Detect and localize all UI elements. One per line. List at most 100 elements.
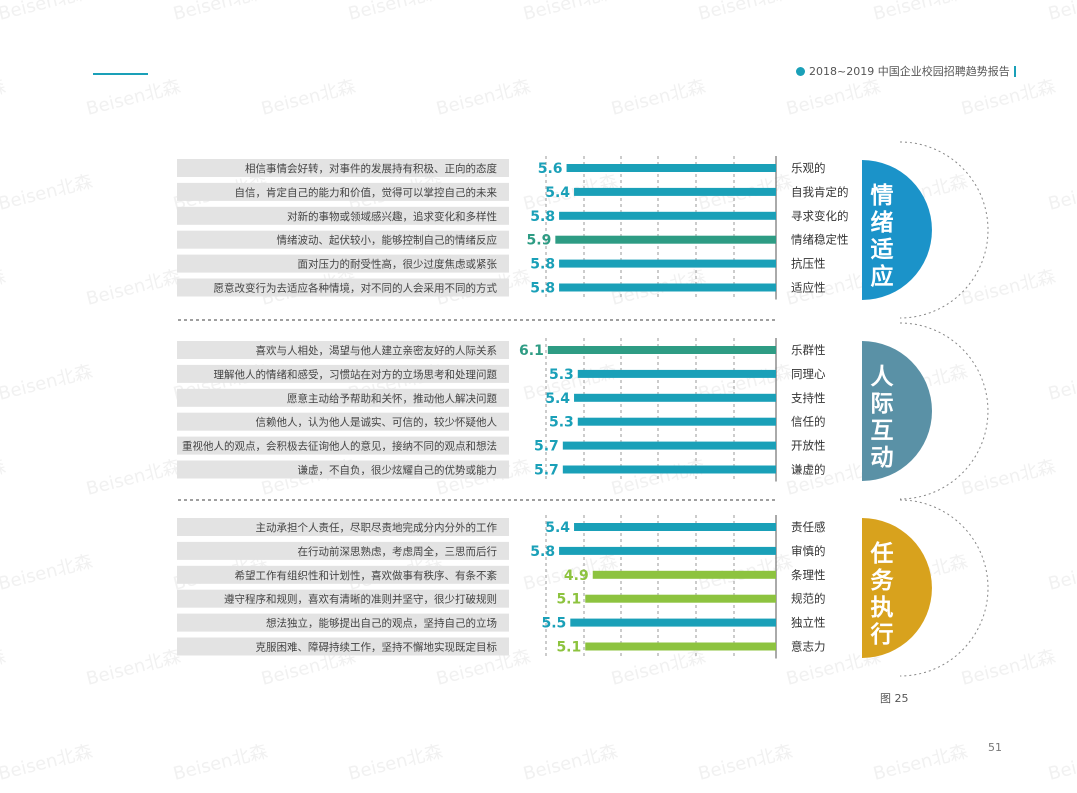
bar: [585, 594, 776, 603]
data-label: 5.5: [541, 616, 566, 632]
description-box: [177, 460, 509, 479]
trait-name: 意志力: [791, 640, 826, 654]
trait-description: 在行动前深思熟虑，考虑周全，三思而后行: [298, 545, 498, 558]
data-label: 4.9: [564, 568, 589, 584]
trait-description: 自信，肯定自己的能力和价值，觉得可以掌控自己的未来: [235, 186, 498, 199]
trait-description: 理解他人的情绪和感受，习惯站在对方的立场思考和处理问题: [214, 368, 498, 381]
category-title: 人际互动: [871, 364, 895, 471]
category-circle: [862, 160, 932, 300]
trait-description: 对新的事物或领域感兴趣，追求变化和多样性: [287, 210, 497, 223]
bar: [559, 283, 776, 292]
bar: [559, 259, 776, 268]
report-logo-icon: [796, 67, 805, 76]
description-box: [177, 565, 509, 584]
trait-name: 条理性: [791, 568, 826, 582]
description-box: [177, 278, 509, 297]
trait-name: 审慎的: [791, 544, 826, 558]
description-box: [177, 388, 509, 407]
data-label: 5.8: [530, 257, 555, 273]
data-label: 5.8: [530, 281, 555, 297]
trait-description: 希望工作有组织性和计划性，喜欢做事有秩序、有条不紊: [235, 569, 498, 582]
trait-description: 主动承担个人责任，尽职尽责地完成分内分外的工作: [256, 521, 498, 534]
trait-description: 信赖他人，认为他人是诚实、可信的，较少怀疑他人: [256, 416, 498, 429]
page-number: 51: [988, 741, 1002, 754]
trait-name: 适应性: [791, 281, 826, 295]
bar: [570, 618, 776, 627]
description-box: [177, 254, 509, 273]
data-label: 5.3: [549, 415, 574, 431]
data-label: 5.8: [530, 544, 555, 560]
description-box: [177, 230, 509, 249]
description-box: [177, 589, 509, 608]
bar: [562, 441, 776, 450]
trait-description: 愿意主动给予帮助和关怀，推动他人解决问题: [287, 392, 497, 405]
trait-name: 信任的: [791, 415, 826, 429]
trait-name: 规范的: [791, 592, 826, 606]
trait-name: 乐观的: [791, 161, 826, 175]
trait-description: 想法独立，能够提出自己的观点，坚持自己的立场: [266, 617, 497, 630]
category-circle: [862, 518, 932, 658]
category-title: 情绪适应: [871, 183, 894, 290]
trait-description: 面对压力的耐受性高，很少过度焦虑或紧张: [298, 258, 498, 271]
category-circle-outline: [899, 141, 989, 319]
description-box: [177, 436, 509, 455]
trait-name: 情绪稳定性: [791, 233, 849, 247]
data-label: 5.8: [530, 209, 555, 225]
trait-name: 责任感: [791, 520, 826, 534]
data-label: 5.7: [534, 439, 559, 455]
bar: [555, 235, 776, 244]
trait-name: 开放性: [791, 439, 826, 453]
trait-name: 独立性: [791, 616, 826, 630]
header-accent-line: [93, 73, 148, 75]
category-circle-outline: [899, 322, 989, 500]
trait-description: 遵守程序和规则，喜欢有清晰的准则并坚守，很少打破规则: [224, 593, 497, 606]
category-title: 任务执行: [870, 540, 895, 648]
description-box: [177, 364, 509, 383]
data-label: 6.1: [519, 343, 544, 359]
bar: [559, 211, 776, 220]
description-box: [177, 182, 509, 201]
bar: [574, 523, 776, 531]
trait-name: 同理心: [791, 367, 826, 381]
trait-description: 喜欢与人相处，渴望与他人建立亲密友好的人际关系: [256, 344, 498, 357]
description-box: [177, 637, 509, 656]
data-label: 5.1: [556, 592, 581, 608]
report-title: 2018~2019 中国企业校园招聘趋势报告: [796, 63, 1016, 79]
description-box: [177, 613, 509, 632]
trait-description: 克服困难、障碍持续工作，坚持不懈地实现既定目标: [256, 641, 498, 654]
data-label: 5.6: [538, 161, 563, 177]
trait-description: 愿意改变行为去适应各种情境，对不同的人会采用不同的方式: [214, 282, 498, 295]
bar: [577, 369, 776, 378]
trait-name: 乐群性: [791, 343, 826, 357]
data-label: 5.4: [545, 185, 570, 201]
data-label: 5.3: [549, 367, 574, 383]
data-label: 5.9: [527, 233, 552, 249]
figure-label: 图 25: [880, 692, 909, 705]
bar: [562, 465, 776, 474]
description-box: [177, 206, 509, 225]
trait-name: 支持性: [791, 391, 826, 405]
trait-name: 谦虚的: [791, 463, 826, 477]
trait-description: 谦虚，不自负，很少炫耀自己的优势或能力: [298, 464, 498, 477]
description-box: [177, 541, 509, 560]
category-circle: [862, 341, 932, 481]
data-label: 5.1: [556, 640, 581, 656]
bar: [577, 417, 776, 426]
data-label: 5.4: [545, 391, 570, 407]
description-box: [177, 518, 509, 536]
report-title-text: 2018~2019 中国企业校园招聘趋势报告: [809, 65, 1010, 78]
bar: [585, 642, 776, 651]
bar: [592, 570, 776, 579]
description-box: [177, 159, 509, 177]
bar: [574, 393, 776, 402]
trait-description: 情绪波动、起伏较小，能够控制自己的情绪反应: [277, 234, 498, 247]
bar: [574, 187, 776, 196]
data-label: 5.4: [545, 520, 570, 536]
bar: [566, 164, 776, 172]
trait-description: 重视他人的观点，会积极去征询他人的意见，接纳不同的观点和想法: [182, 440, 497, 453]
trait-name: 寻求变化的: [791, 209, 849, 223]
bar: [559, 546, 776, 555]
description-box: [177, 341, 509, 359]
